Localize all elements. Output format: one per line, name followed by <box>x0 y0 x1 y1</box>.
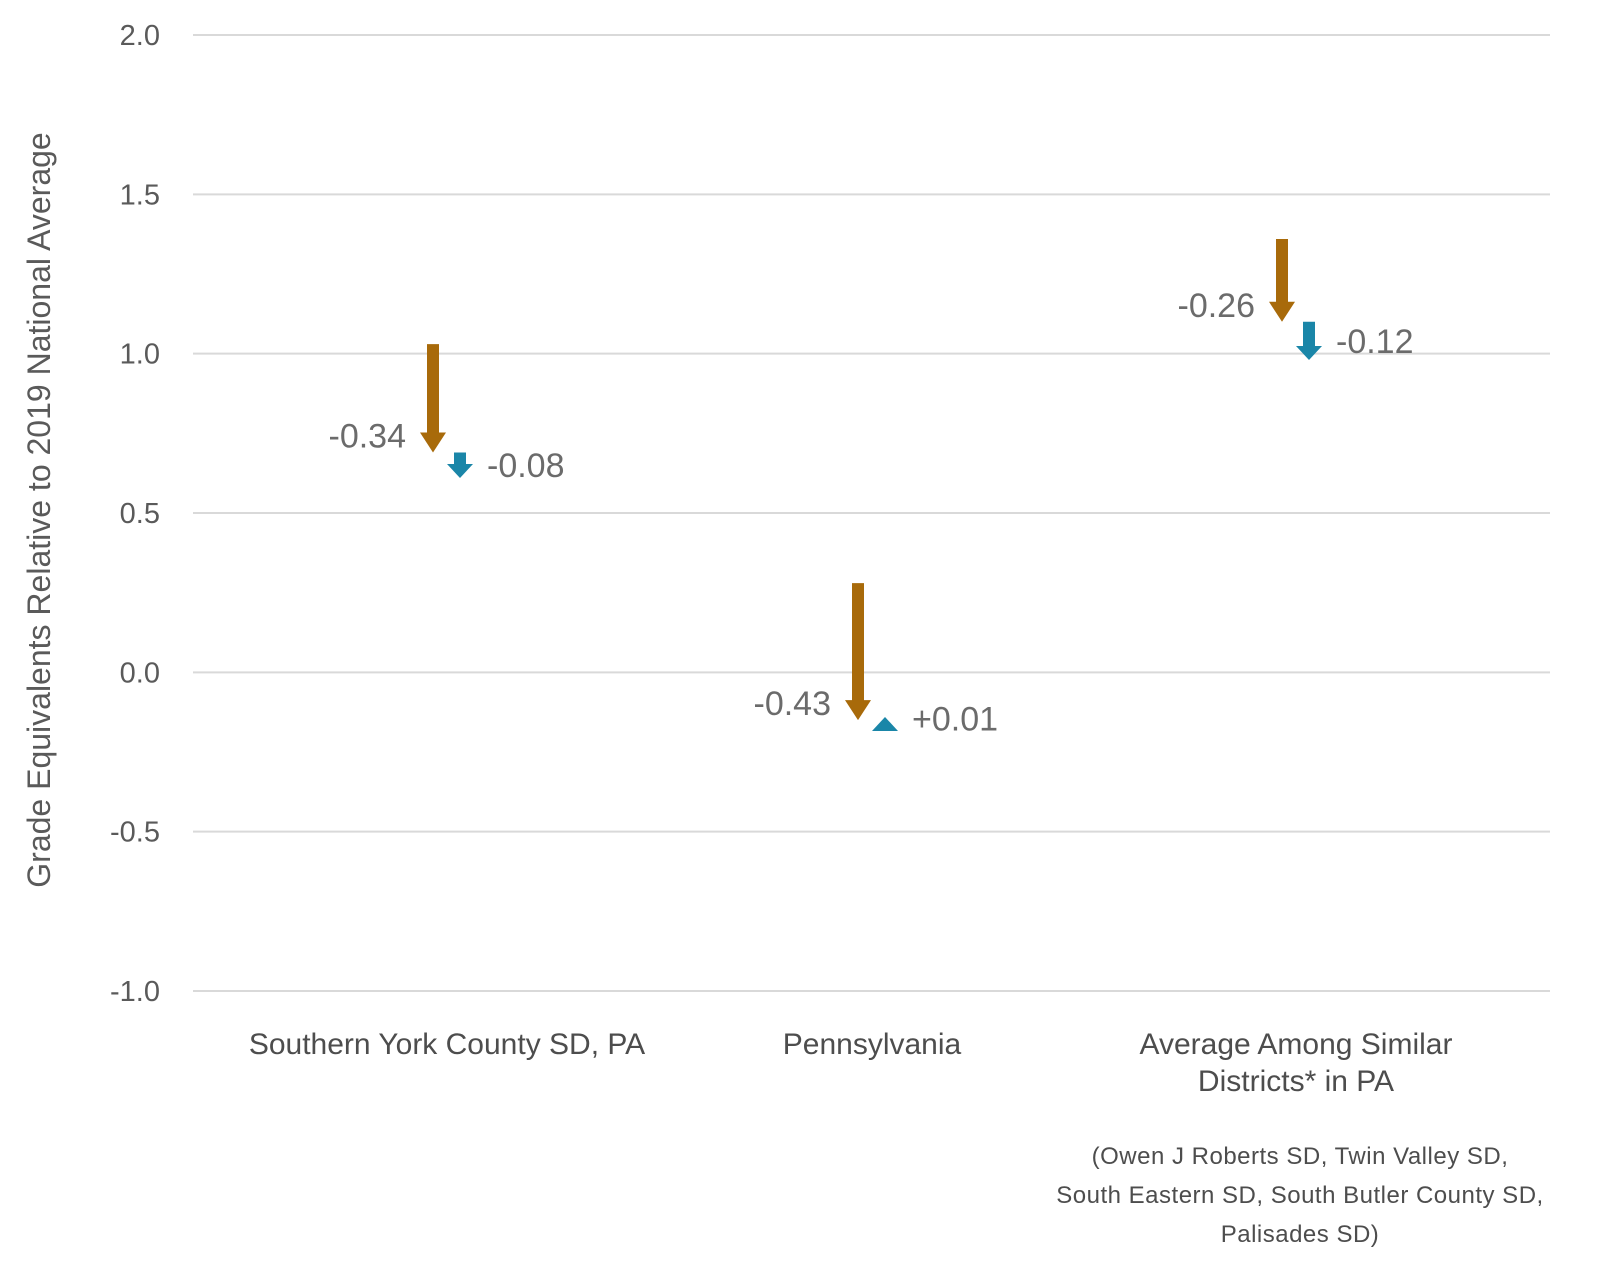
y-tick-label: 2.0 <box>120 20 160 52</box>
category-label: Average Among Similar <box>1140 1028 1453 1061</box>
change-arrow <box>845 583 871 721</box>
change-arrow <box>420 344 446 453</box>
y-tick-label: -1.0 <box>110 976 160 1008</box>
y-tick-label: 1.5 <box>120 179 160 211</box>
change-value-label: -0.08 <box>487 447 565 485</box>
footnote-line: Palisades SD) <box>1221 1221 1380 1248</box>
footnote-line: South Eastern SD, South Butler County SD… <box>1056 1182 1543 1209</box>
category-label: Districts* in PA <box>1198 1065 1394 1098</box>
change-value-label: -0.26 <box>1178 287 1256 325</box>
y-tick-label: 0.0 <box>120 657 160 689</box>
y-axis-ticks: 2.0 1.5 1.0 0.5 0.0 -0.5 -1.0 <box>110 20 160 1008</box>
y-tick-label: -0.5 <box>110 817 160 849</box>
change-value-label: -0.34 <box>329 417 407 455</box>
category-label: Pennsylvania <box>783 1028 962 1061</box>
y-axis-label: Grade Equivalents Relative to 2019 Natio… <box>21 132 57 887</box>
footnote-line: (Owen J Roberts SD, Twin Valley SD, <box>1092 1143 1509 1170</box>
y-tick-label: 1.0 <box>120 339 160 371</box>
arrows: -0.34 -0.43 -0.26 -0.08 +0.01 -0.12 <box>329 238 1414 739</box>
gridlines <box>193 34 1550 992</box>
change-arrow <box>872 716 898 731</box>
footnote: (Owen J Roberts SD, Twin Valley SD, South… <box>1056 1143 1543 1248</box>
change-value-label: -0.12 <box>1336 323 1414 361</box>
change-arrow <box>447 452 473 478</box>
change-arrow <box>1269 238 1295 322</box>
category-label: Southern York County SD, PA <box>249 1028 645 1061</box>
change-value-label: +0.01 <box>912 701 998 739</box>
change-arrow <box>1296 321 1322 361</box>
category-labels: Southern York County SD, PA Pennsylvania A… <box>249 1028 1453 1098</box>
y-tick-label: 0.5 <box>120 498 160 530</box>
change-value-label: -0.43 <box>754 685 832 723</box>
